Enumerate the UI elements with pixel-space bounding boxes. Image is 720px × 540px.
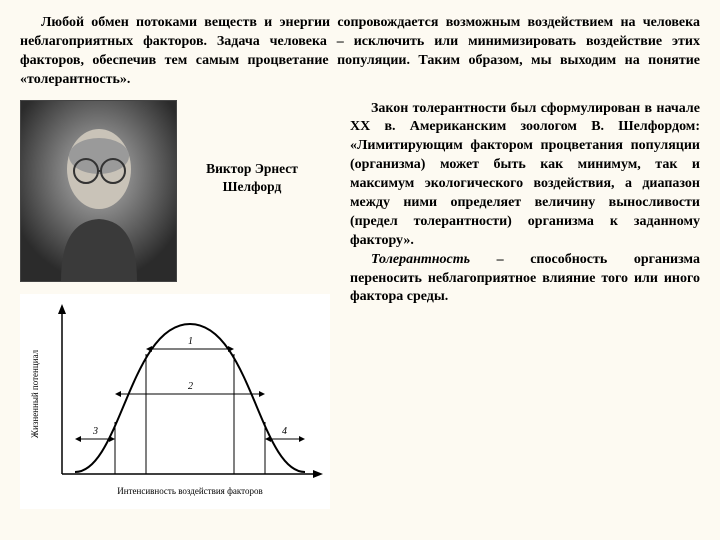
right-column: Закон толерантности был сформулирован в … [350, 100, 700, 509]
chart-xlabel: Интенсивность воздействия факторов [117, 486, 262, 496]
definition-paragraph: Толерантность – способность организма пе… [350, 251, 700, 308]
law-quote: «Лимитирующим фактором процветания попул… [350, 138, 700, 247]
chart-label-3: 3 [92, 426, 98, 437]
law-intro: Закон толерантности был сформулирован в … [350, 101, 700, 135]
intro-paragraph: Любой обмен потоками веществ и энергии с… [20, 14, 700, 90]
chart-ylabel: Жизненный потенциал [30, 349, 40, 438]
tolerance-curve-chart: 1 2 3 4 Жизненный потенциал Интенсивност… [20, 294, 330, 509]
left-column: Виктор Эрнест Шелфорд [20, 100, 340, 509]
chart-label-1: 1 [188, 336, 193, 347]
photo-caption: Виктор Эрнест Шелфорд [177, 100, 327, 196]
term: Толерантность [371, 252, 470, 267]
chart-label-4: 4 [282, 426, 287, 437]
law-paragraph: Закон толерантности был сформулирован в … [350, 100, 700, 251]
chart-label-2: 2 [188, 381, 193, 392]
portrait-photo [20, 100, 177, 282]
two-column-layout: Виктор Эрнест Шелфорд [20, 100, 700, 509]
